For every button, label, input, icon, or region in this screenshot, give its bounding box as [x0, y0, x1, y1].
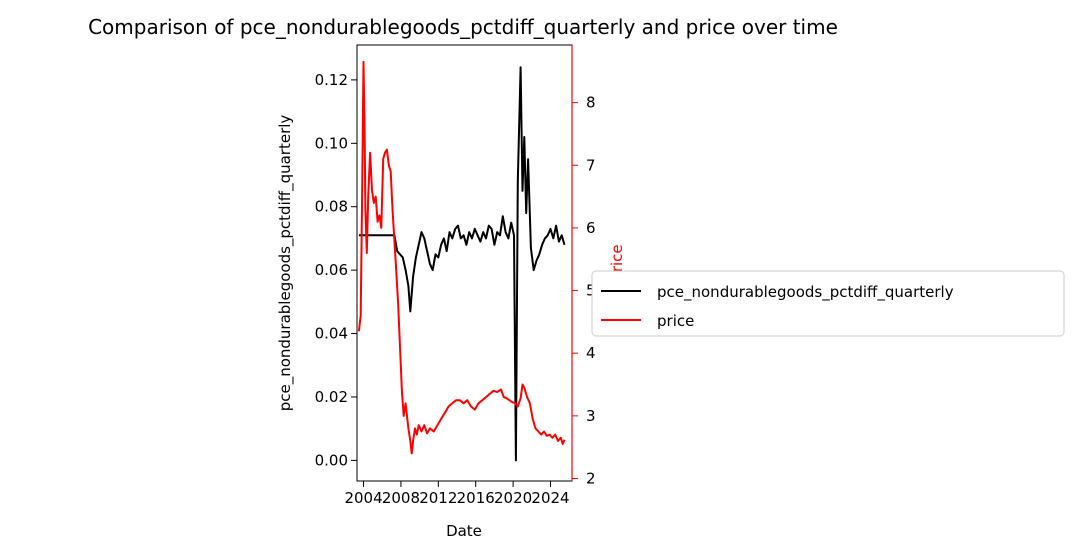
legend-frame: [591, 270, 1065, 337]
left-tick-label: 0.10: [315, 134, 348, 152]
chart-title: Comparison of pce_nondurablegoods_pctdif…: [88, 15, 838, 39]
x-axis-label: Date: [446, 522, 482, 540]
left-tick-label: 0.02: [315, 388, 348, 406]
right-tick-label: 8: [586, 94, 596, 112]
right-tick-label: 6: [586, 219, 596, 237]
right-tick-label: 2: [586, 469, 596, 487]
left-y-axis: 0.00 0.02 0.04 0.06 0.08 0.10 0.12: [315, 71, 357, 469]
left-y-axis-label: pce_nondurablegoods_pctdiff_quarterly: [276, 115, 295, 412]
x-tick-label: 2024: [531, 489, 569, 507]
x-tick-label: 2020: [494, 489, 532, 507]
right-tick-label: 4: [586, 344, 596, 362]
right-tick-label: 3: [586, 407, 596, 425]
left-tick-label: 0.08: [315, 198, 348, 216]
left-tick-label: 0.12: [315, 71, 348, 89]
plot-area: [356, 44, 573, 482]
plot-frame: [356, 44, 573, 482]
right-y-axis: 2 3 4 5 6 7 8: [572, 94, 596, 487]
x-tick-label: 2016: [457, 489, 495, 507]
x-axis: 2004 2008 2012 2016 2020 2024: [344, 481, 570, 507]
right-tick-label: 7: [586, 156, 596, 174]
x-tick-label: 2004: [344, 489, 382, 507]
series-line-price: [357, 60, 566, 455]
left-tick-label: 0.04: [315, 325, 348, 343]
series-layer: [357, 60, 566, 462]
series-line-pce: [358, 66, 566, 462]
right-tick-label: 5: [586, 282, 596, 300]
legend-label-price: price: [657, 312, 694, 330]
left-tick-label: 0.06: [315, 261, 348, 279]
x-tick-label: 2008: [382, 489, 420, 507]
left-tick-label: 0.00: [315, 451, 348, 469]
legend-label-pce: pce_nondurablegoods_pctdiff_quarterly: [657, 283, 954, 302]
x-tick-label: 2012: [419, 489, 457, 507]
legend: pce_nondurablegoods_pctdiff_quarterly pr…: [591, 270, 1065, 337]
